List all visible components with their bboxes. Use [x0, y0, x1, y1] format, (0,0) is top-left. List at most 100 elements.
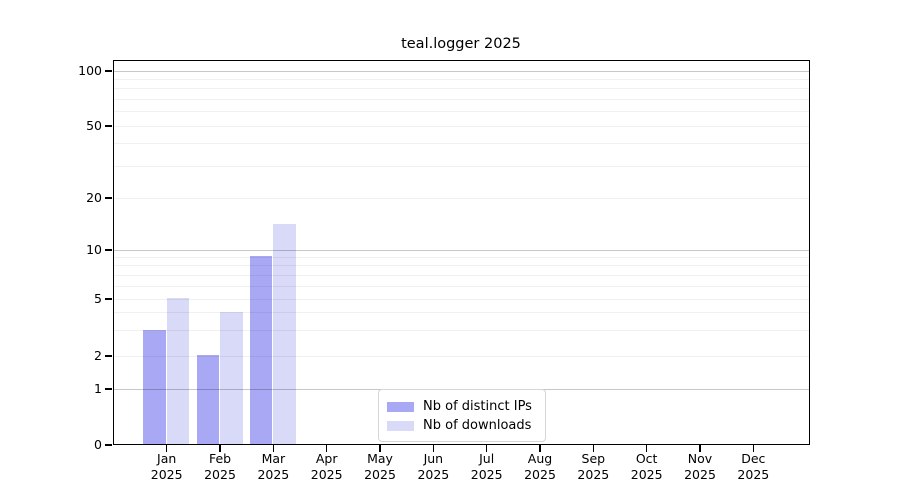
gridline-minor [114, 98, 809, 100]
gridline-minor [114, 143, 809, 145]
x-tick-label: Oct 2025 [631, 451, 663, 482]
x-tick-label-year: 2025 [684, 466, 716, 482]
chart-title: teal.logger 2025 [401, 36, 521, 52]
gridline-minor [114, 298, 809, 300]
y-tick-label: 5 [94, 291, 102, 306]
y-tick-label: 2 [94, 348, 102, 363]
bar-feb-distinct-ips [196, 355, 220, 444]
y-tick-mark [105, 444, 112, 446]
y-tick-mark [105, 197, 112, 199]
plot-area [113, 60, 810, 445]
x-tick-mark [645, 445, 648, 452]
legend-item: Nb of distinct IPs [387, 398, 537, 415]
bar-mar-distinct-ips [249, 256, 273, 444]
x-tick-mark [379, 445, 381, 452]
x-tick-label-year: 2025 [364, 466, 396, 482]
x-tick-label-month: Oct [635, 451, 658, 466]
gridline-minor [114, 197, 809, 199]
gridline-minor [114, 78, 809, 80]
x-tick-label-month: Apr [315, 451, 338, 466]
bar-feb-downloads [220, 311, 243, 444]
x-tick-label: Sep 2025 [577, 451, 609, 482]
x-tick-label-year: 2025 [417, 466, 450, 482]
bar-jan-downloads [166, 298, 190, 444]
x-tick-label-year: 2025 [310, 466, 343, 482]
gridline-minor [114, 111, 809, 113]
legend: Nb of distinct IPs Nb of downloads [378, 389, 546, 442]
x-tick-mark [752, 445, 755, 452]
x-tick-mark [592, 445, 595, 452]
x-tick-mark [539, 445, 541, 452]
y-tick-mark [105, 355, 112, 357]
bar-jan-distinct-ips [143, 329, 166, 444]
y-tick-mark [105, 298, 112, 300]
legend-label: Nb of distinct IPs [423, 399, 532, 414]
y-tick-label: 0 [94, 437, 102, 452]
x-tick-label: Aug 2025 [524, 451, 556, 482]
x-tick-label: May 2025 [364, 451, 396, 482]
x-tick-label-year: 2025 [470, 466, 503, 482]
x-tick-label-year: 2025 [524, 466, 556, 482]
x-tick-mark [219, 445, 221, 452]
x-tick-label: Nov 2025 [684, 451, 716, 482]
y-tick-label: 50 [86, 118, 102, 133]
x-tick-label-year: 2025 [150, 466, 183, 482]
gridline-major [114, 70, 809, 72]
bars-layer [114, 61, 809, 444]
gridline-major [114, 249, 809, 251]
gridline-minor [114, 274, 809, 276]
legend-label: Nb of downloads [423, 418, 532, 433]
x-tick-label-month: Jan [157, 451, 177, 466]
x-tick-label: Jun 2025 [417, 451, 449, 482]
gridline-minor [114, 265, 809, 267]
bar-mar-downloads [273, 223, 296, 444]
gridline-minor [114, 125, 809, 127]
gridline-minor [114, 256, 809, 258]
x-tick-mark [485, 445, 488, 452]
x-tick-label: Mar 2025 [257, 451, 289, 482]
grid-layer [114, 61, 809, 444]
x-tick-label-month: Sep [581, 451, 606, 466]
x-tick-label-month: Aug [527, 451, 553, 466]
x-tick-label-month: Jul [479, 451, 495, 466]
x-tick-label-month: May [367, 451, 393, 466]
y-tick-label: 100 [78, 63, 102, 78]
y-tick-label: 1 [94, 381, 102, 396]
gridline-minor [114, 165, 809, 167]
y-tick-label: 10 [86, 242, 102, 257]
y-tick-mark [105, 70, 112, 72]
x-tick-label: Dec 2025 [737, 451, 769, 482]
x-tick-label-year: 2025 [577, 466, 610, 482]
x-tick-label-month: Jun [423, 451, 444, 466]
x-tick-label-month: Feb [208, 451, 232, 466]
x-tick-label-year: 2025 [257, 466, 290, 482]
x-tick-mark [432, 445, 435, 452]
x-tick-label-year: 2025 [630, 466, 663, 482]
legend-swatch [387, 401, 414, 412]
x-tick-label-month: Nov [687, 451, 713, 466]
x-tick-label: Jan 2025 [151, 451, 183, 482]
gridline-minor [114, 285, 809, 287]
x-tick-mark [699, 445, 701, 452]
gridline-minor [114, 355, 809, 357]
x-tick-mark [272, 445, 275, 452]
x-tick-label-year: 2025 [204, 466, 236, 482]
x-tick-mark [325, 445, 328, 452]
y-tick-mark [105, 249, 112, 251]
legend-item: Nb of downloads [387, 417, 537, 434]
x-tick-label: Jul 2025 [471, 451, 503, 482]
y-tick-label: 20 [86, 190, 102, 205]
x-tick-label-year: 2025 [737, 466, 770, 482]
y-tick-mark [105, 125, 112, 127]
x-tick-label: Feb 2025 [204, 451, 236, 482]
x-tick-label-month: Dec [741, 451, 766, 466]
x-tick-mark [165, 445, 168, 452]
x-tick-label-month: Mar [261, 451, 286, 466]
gridline-minor [114, 88, 809, 90]
gridline-minor [114, 312, 809, 314]
y-tick-mark [105, 388, 112, 390]
x-tick-label: Apr 2025 [311, 451, 343, 482]
legend-swatch [387, 420, 414, 431]
gridline-minor [114, 330, 809, 332]
